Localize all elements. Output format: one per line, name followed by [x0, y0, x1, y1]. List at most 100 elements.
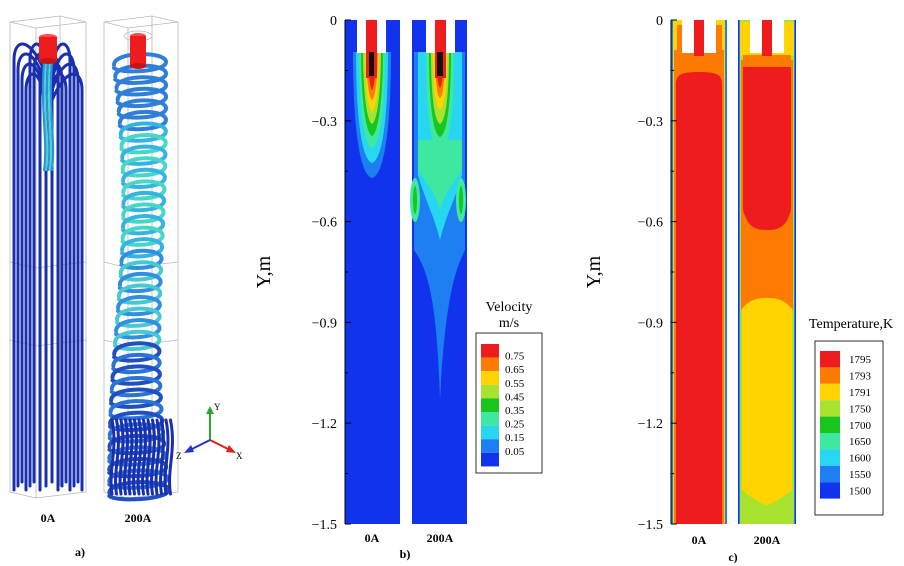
velocity-legend: Velocity m/s 0.750.65 0.550.45 0.35 0.250.1…	[475, 300, 543, 474]
streamline	[49, 61, 55, 171]
streamline	[120, 237, 165, 259]
temperature-legend-label: 1793	[849, 371, 872, 383]
velocity-legend-label: 0.25	[505, 419, 525, 431]
electrode-200a	[130, 33, 146, 69]
y-tick-label: 0	[330, 14, 337, 29]
streamline	[110, 364, 162, 386]
y-tick-label: −0.9	[638, 316, 663, 331]
streamline	[120, 144, 168, 166]
temperature-legend-label: 1791	[849, 387, 871, 399]
streamline	[120, 225, 165, 247]
y-tick-label: −1.2	[312, 417, 337, 432]
y-tick-label: 0	[656, 14, 663, 29]
y-tick-label: −0.6	[638, 216, 663, 231]
y-tick-label: −1.5	[638, 518, 663, 533]
axis-y-label: Y	[214, 402, 221, 412]
panel-a-streamlines: 0A 200A a) Y X Z	[9, 15, 243, 559]
streamline	[111, 352, 162, 375]
velocity-legend-label: 0.35	[505, 405, 525, 417]
temperature-legend-label: 1650	[849, 436, 872, 448]
streamline	[50, 62, 80, 484]
panel-c-case-0a: 0A	[692, 533, 707, 547]
streamline	[120, 156, 168, 178]
temperature-legend: Temperature,K 1795 1793 1791 1750 1700 1650 16…	[809, 317, 893, 516]
velocity-legend-swatch	[481, 452, 499, 467]
streamline	[116, 283, 163, 305]
velocity-legend-label: 0.75	[505, 351, 525, 363]
streamline	[109, 418, 116, 496]
panel-c-case-200a: 200A	[754, 533, 781, 547]
streamline	[28, 42, 46, 488]
streamline	[115, 306, 162, 328]
velocity-legend-label: 0.65	[505, 364, 525, 376]
streamline	[119, 248, 164, 271]
streamline	[118, 260, 164, 282]
panel-b-case-200a: 200A	[427, 531, 454, 545]
streamline	[154, 418, 161, 496]
velocity-legend-swatch	[481, 371, 499, 385]
streamline	[108, 399, 164, 421]
streamline	[121, 179, 167, 201]
streamline	[113, 63, 169, 85]
y-tick-label: −0.9	[312, 316, 337, 331]
streamline	[114, 318, 162, 340]
temperature-legend-swatch	[820, 383, 840, 401]
streamline	[43, 61, 49, 171]
streamline	[114, 75, 169, 97]
temperature-field-200a	[738, 20, 796, 524]
streamline	[118, 418, 125, 496]
streamline	[159, 418, 165, 496]
velocity-legend-swatch	[481, 357, 499, 372]
streamline	[168, 418, 174, 496]
panel-b-ylabel: Y,m	[253, 255, 275, 288]
temperature-legend-label: 1600	[849, 453, 872, 465]
streamline	[118, 121, 168, 143]
velocity-legend-swatch	[481, 344, 499, 358]
temperature-legend-swatch	[820, 351, 840, 368]
streamline	[41, 61, 47, 171]
velocity-legend-swatch	[481, 412, 499, 426]
velocity-legend-swatch	[481, 384, 499, 399]
streamline	[132, 418, 138, 496]
panel-a-label: a)	[75, 545, 85, 559]
streamline	[121, 167, 167, 190]
panel-b-velocity: 0 −0.3 −0.6 −0.9 −1.2 −1.5 Y,m 0A 200A b) Vel…	[253, 14, 543, 561]
streamline	[120, 214, 166, 236]
streamline	[116, 98, 169, 120]
temperature-legend-swatch	[820, 400, 840, 417]
streamline	[47, 61, 53, 171]
panel-a-case-0a: 0A	[41, 511, 56, 525]
velocity-legend-swatch	[481, 398, 499, 412]
streamline	[127, 418, 134, 496]
y-tick-label: −0.3	[638, 115, 663, 130]
velocity-legend-label: 0.05	[505, 446, 525, 458]
velocity-legend-label: 0.55	[505, 378, 525, 390]
streamline	[113, 329, 162, 351]
panel-b-label: b)	[400, 547, 411, 561]
streamline	[45, 61, 51, 171]
panel-c-y-axis: 0 −0.3 −0.6 −0.9 −1.2 −1.5	[638, 14, 677, 533]
panel-b-case-0a: 0A	[365, 531, 380, 545]
axes-triad: Y X Z	[176, 402, 243, 461]
temperature-legend-swatch	[820, 416, 840, 433]
temperature-legend-swatch	[820, 482, 840, 499]
panel-a-case-200a: 200A	[125, 511, 152, 525]
velocity-legend-label: 0.45	[505, 391, 525, 403]
streamline	[116, 295, 162, 317]
streamline	[136, 418, 143, 496]
streamline	[115, 86, 169, 109]
temperature-legend-swatch	[820, 433, 840, 450]
streamline	[141, 418, 147, 496]
velocity-legend-title-2: m/s	[499, 316, 519, 331]
temperature-legend-label: 1795	[849, 354, 872, 366]
streamlines-200a	[107, 52, 174, 502]
streamlines-0a	[12, 42, 84, 492]
streamline	[121, 190, 167, 213]
y-tick-label: −1.2	[638, 417, 663, 432]
y-tick-label: −0.6	[312, 216, 337, 231]
y-tick-label: −1.5	[312, 518, 337, 533]
temperature-legend-label: 1550	[849, 469, 872, 481]
temperature-legend-swatch	[820, 465, 840, 483]
temperature-legend-label: 1750	[849, 403, 872, 415]
